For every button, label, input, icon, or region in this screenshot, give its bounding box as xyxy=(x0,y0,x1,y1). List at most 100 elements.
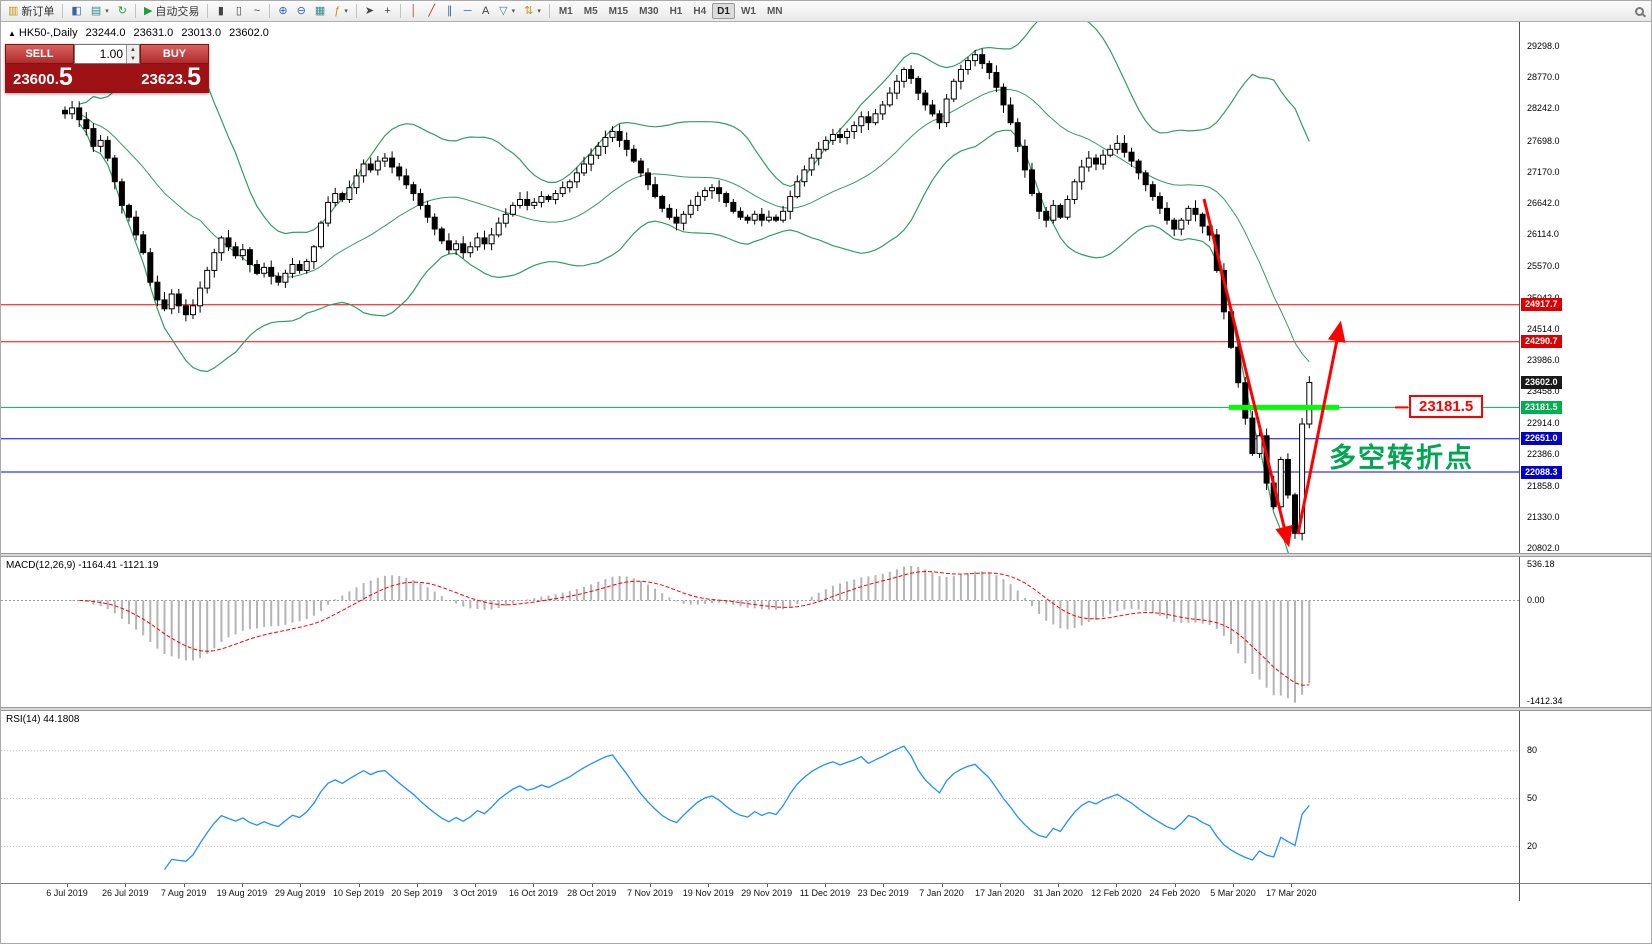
grid-icon: ▦ xyxy=(314,4,326,17)
panel-splitter[interactable] xyxy=(1,553,1651,557)
x-axis-label: 31 Jan 2020 xyxy=(1033,888,1083,898)
volume-stepper[interactable]: 1.00 ▲ ▼ xyxy=(74,44,140,64)
x-axis-label: 20 Sep 2019 xyxy=(391,888,443,898)
y-axis-tick: 22914.0 xyxy=(1527,418,1560,429)
x-axis-tick xyxy=(766,884,768,887)
main-chart-plot[interactable]: ▲ HK50-,Daily 23244.0 23631.0 23013.0 236… xyxy=(1,22,1519,553)
autotrade-label: 自动交易 xyxy=(155,6,200,18)
rsi-axis[interactable]: 80 50 20 xyxy=(1519,711,1651,883)
x-axis-label: 23 Dec 2019 xyxy=(857,888,909,898)
search-button[interactable] xyxy=(1631,3,1648,20)
zoom-out-icon: ⊖ xyxy=(296,4,306,17)
macd-label: MACD(12,26,9) -1164.41 -1121.19 xyxy=(6,560,159,571)
y-axis-tick: 27698.0 xyxy=(1527,135,1560,146)
price-tag: 22651.0 xyxy=(1521,432,1562,446)
cursor-button[interactable]: ➤ xyxy=(361,3,378,20)
grid-button[interactable]: ▦ xyxy=(311,3,329,20)
zoom-in-button[interactable]: ⊕ xyxy=(274,3,291,20)
x-axis-label: 7 Nov 2019 xyxy=(626,888,674,898)
buy-price[interactable]: 23623. 5 xyxy=(141,64,201,89)
price-tag: 23602.0 xyxy=(1521,376,1562,389)
y-axis-tick: 29298.0 xyxy=(1527,41,1560,51)
indicators-button[interactable]: ƒ ▾ xyxy=(330,3,352,20)
volume-up-button[interactable]: ▲ xyxy=(127,45,139,54)
buy-button[interactable]: BUY xyxy=(140,44,209,64)
macd-panel[interactable]: MACD(12,26,9) -1164.41 -1121.19 xyxy=(1,557,1519,707)
ohlc-open: 23244.0 xyxy=(85,27,126,39)
channel-icon: ∥ xyxy=(446,4,453,17)
x-axis-label: 26 Jul 2019 xyxy=(102,888,149,898)
timeframe-m1[interactable]: M1 xyxy=(558,5,573,17)
charts-button[interactable]: ▤ ▾ xyxy=(87,3,113,20)
autotrade-button[interactable]: ▶ 自动交易 xyxy=(140,3,203,20)
timeframe-h4[interactable]: H4 xyxy=(693,5,707,17)
x-axis-tick xyxy=(591,884,593,887)
y-axis-tick: 24514.0 xyxy=(1527,323,1560,334)
x-axis-label: 28 Oct 2019 xyxy=(567,888,617,898)
sell-button[interactable]: SELL xyxy=(5,44,74,64)
timeframe-m30[interactable]: M30 xyxy=(639,5,659,17)
trendline-tool-button[interactable]: ╱ xyxy=(423,3,440,20)
rsi-level-20: 20 xyxy=(1527,841,1538,851)
timeframe-w1[interactable]: W1 xyxy=(740,5,756,17)
line-chart-button[interactable]: ~ xyxy=(248,3,265,20)
toolbar-separator xyxy=(269,4,271,18)
x-axis-label: 12 Feb 2020 xyxy=(1091,888,1142,898)
panel-splitter[interactable] xyxy=(1,707,1651,711)
symbol-period: HK50-,Daily xyxy=(18,27,78,39)
toolbar-separator xyxy=(355,4,357,18)
timeframe-m15[interactable]: M15 xyxy=(608,5,629,17)
x-axis-label: 5 Mar 2020 xyxy=(1210,888,1256,898)
x-axis-tick xyxy=(358,884,360,887)
volume-down-button[interactable]: ▼ xyxy=(127,54,139,63)
x-axis-tick xyxy=(416,884,418,887)
price-tag: 24917.7 xyxy=(1521,298,1562,312)
hline-tool-button[interactable]: ─ xyxy=(459,3,476,20)
charts-icon: ▤ xyxy=(90,4,102,17)
new-order-button[interactable]: ▥ 新订单 xyxy=(4,3,58,20)
refresh-button[interactable]: ↻ xyxy=(114,3,131,20)
volume-value[interactable]: 1.00 xyxy=(99,47,123,61)
profiles-button[interactable]: ◧ xyxy=(67,3,85,20)
timeframe-m5[interactable]: M5 xyxy=(583,5,598,17)
x-axis-tick xyxy=(941,884,943,887)
price-axis[interactable]: 29298.0 28770.0 28242.0 27698.0 27170.0 26642… xyxy=(1519,22,1651,553)
price-tag: 24290.7 xyxy=(1521,335,1562,349)
y-axis-tick: 27170.0 xyxy=(1527,166,1560,177)
y-axis-tick: 21330.0 xyxy=(1527,511,1560,522)
candlestick-icon: ▯ xyxy=(235,4,242,17)
text-tool-button[interactable]: A xyxy=(477,3,494,20)
time-axis[interactable]: 6 Jul 2019 26 Jul 2019 7 Aug 2019 19 Aug 20… xyxy=(1,883,1519,901)
timeframe-d1[interactable]: D1 xyxy=(712,3,735,19)
x-axis-label: 19 Aug 2019 xyxy=(216,888,268,898)
ohlc-high: 23631.0 xyxy=(133,27,174,39)
macd-axis[interactable]: 536.18 0.00 -1412.34 xyxy=(1519,557,1651,707)
x-axis-tick xyxy=(241,884,243,887)
ohlc-close: 23602.0 xyxy=(229,27,269,39)
bar-chart-button[interactable]: ▮ xyxy=(212,3,229,20)
channel-tool-button[interactable]: ∥ xyxy=(441,3,458,20)
turning-point-annotation: 多空转折点 xyxy=(1329,443,1474,473)
rsi-chart xyxy=(1,745,1519,870)
arrows-tool-button[interactable]: ⇅ ▾ xyxy=(520,3,545,20)
y-axis-tick: 25570.0 xyxy=(1527,261,1560,272)
rsi-panel[interactable]: RSI(14) 44.1808 xyxy=(1,711,1519,883)
x-axis-label: 24 Feb 2020 xyxy=(1149,888,1200,898)
shapes-tool-button[interactable]: ▽ ▾ xyxy=(495,3,519,20)
timeframe-mn[interactable]: MN xyxy=(766,5,783,17)
crosshair-button[interactable]: + xyxy=(379,3,396,20)
sell-price[interactable]: 23600. 5 xyxy=(13,64,73,89)
vline-tool-button[interactable]: │ xyxy=(405,3,422,20)
shapes-icon: ▽ xyxy=(499,4,508,17)
x-axis-label: 16 Oct 2019 xyxy=(508,888,558,898)
axis-corner xyxy=(1519,883,1651,901)
candlestick-button[interactable]: ▯ xyxy=(230,3,247,20)
y-axis-tick: 26114.0 xyxy=(1527,229,1559,240)
zoom-out-button[interactable]: ⊖ xyxy=(293,3,310,20)
x-axis-label: 29 Aug 2019 xyxy=(274,888,326,898)
timeframe-h1[interactable]: H1 xyxy=(669,5,683,17)
ohlc-low: 23013.0 xyxy=(181,27,222,39)
candlestick-chart[interactable] xyxy=(1,22,1519,553)
x-axis-tick xyxy=(67,884,68,887)
x-axis-label: 11 Dec 2019 xyxy=(799,888,851,898)
